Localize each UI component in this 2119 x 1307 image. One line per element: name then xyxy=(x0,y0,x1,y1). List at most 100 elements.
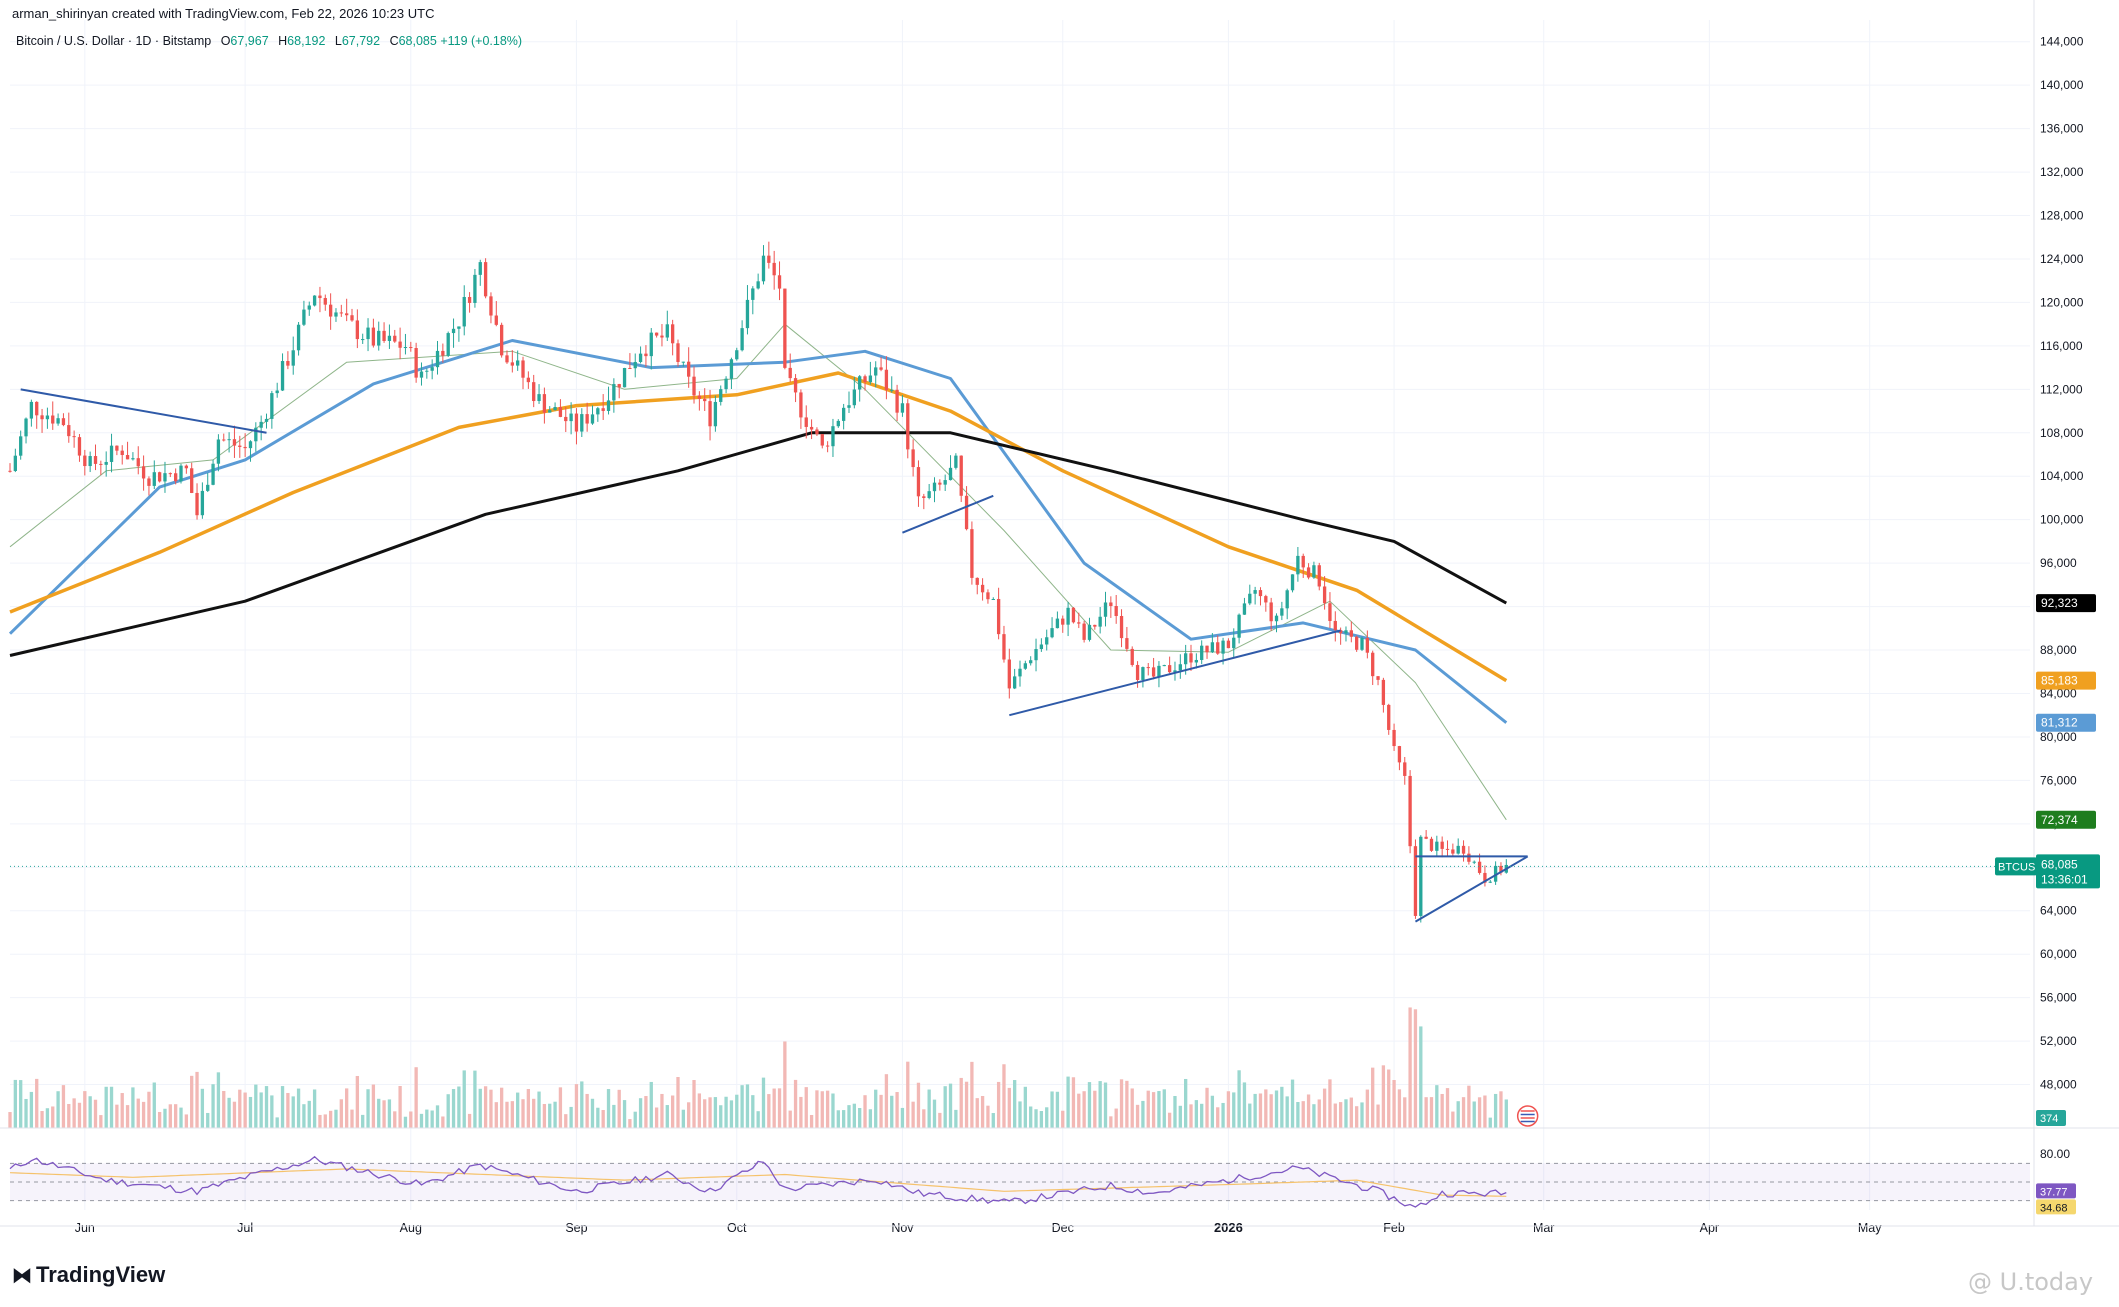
volume-bar xyxy=(1477,1097,1482,1128)
volume-bar xyxy=(200,1088,205,1128)
date-tick-label: 2026 xyxy=(1214,1220,1243,1235)
trendline xyxy=(20,388,267,434)
candle-body xyxy=(40,415,44,420)
volume-bar xyxy=(569,1106,573,1128)
candle-body xyxy=(377,330,381,346)
candle-body xyxy=(703,398,707,402)
candle-body xyxy=(1034,649,1038,661)
candle-body xyxy=(548,410,552,413)
price-tick-label: 64,000 xyxy=(2040,904,2077,918)
volume-bar xyxy=(88,1096,92,1128)
candle-body xyxy=(884,369,889,390)
candle-body xyxy=(874,367,878,376)
candle-body xyxy=(793,378,798,393)
volume-bar xyxy=(83,1091,87,1128)
candle-body xyxy=(1312,565,1316,578)
close-value: 68,085 xyxy=(398,34,437,48)
volume-bar xyxy=(745,1084,750,1128)
date-tick-label: May xyxy=(1858,1221,1882,1235)
price-tick-label: 104,000 xyxy=(2040,469,2084,483)
candle-body xyxy=(1242,603,1247,615)
volume-bar xyxy=(1424,1097,1428,1128)
price-tick-label: 80,000 xyxy=(2040,730,2077,744)
volume-bar xyxy=(1467,1085,1471,1128)
candle-body xyxy=(553,407,557,411)
volume-bar xyxy=(419,1113,424,1128)
candle-body xyxy=(19,436,23,456)
candle-body xyxy=(1472,861,1476,863)
volume-bar xyxy=(996,1081,1001,1128)
date-tick-label: Jul xyxy=(237,1221,253,1235)
candle-body xyxy=(825,445,830,447)
candle-body xyxy=(1333,620,1337,631)
volume-bar xyxy=(1077,1093,1081,1128)
volume-bar xyxy=(1392,1080,1396,1128)
volume-bar xyxy=(719,1105,723,1128)
candle-body xyxy=(1301,555,1305,568)
volume-bar xyxy=(1216,1107,1220,1128)
volume-bar xyxy=(692,1080,696,1128)
volume-bar xyxy=(93,1099,98,1128)
candle-body xyxy=(906,403,910,450)
volume-bar xyxy=(382,1100,386,1128)
candle-body xyxy=(1317,565,1321,587)
candle-body xyxy=(719,389,723,402)
candle-body xyxy=(580,414,584,432)
volume-bar xyxy=(1055,1091,1060,1128)
candle-body xyxy=(1392,729,1396,747)
date-tick-label: Mar xyxy=(1533,1221,1555,1235)
candle-body xyxy=(275,390,279,394)
volume-bar xyxy=(638,1098,643,1128)
candle-body xyxy=(200,490,205,516)
chart-credit: arman_shirinyan created with TradingView… xyxy=(12,6,435,21)
volume-bar xyxy=(350,1109,354,1128)
volume-bar xyxy=(29,1091,34,1128)
volume-bar xyxy=(852,1103,856,1128)
volume-bar xyxy=(1189,1104,1193,1128)
candle-body xyxy=(1103,602,1108,617)
candle-body xyxy=(478,262,482,275)
volume-bar xyxy=(1167,1112,1172,1128)
volume-bar xyxy=(451,1089,456,1128)
trendline xyxy=(1414,855,1529,923)
candle-body xyxy=(163,473,167,482)
volume-bar xyxy=(35,1078,39,1128)
volume-bar xyxy=(494,1102,498,1128)
volume-bar xyxy=(1114,1108,1118,1128)
candle-body xyxy=(761,255,766,282)
candle-body xyxy=(280,361,285,391)
candle-body xyxy=(350,315,354,321)
candle-body xyxy=(483,262,488,297)
candle-body xyxy=(1141,667,1145,680)
volume-bar xyxy=(895,1092,899,1128)
candle-body xyxy=(425,370,429,372)
candle-body xyxy=(1355,636,1359,650)
volume-bar xyxy=(580,1081,584,1128)
candle-body xyxy=(1232,637,1236,649)
price-tick-label: 116,000 xyxy=(2040,339,2083,353)
candle-body xyxy=(767,255,771,263)
candle-body xyxy=(938,482,942,485)
candle-body xyxy=(911,449,915,468)
candle-body xyxy=(120,450,124,456)
candle-body xyxy=(697,395,702,399)
volume-bar xyxy=(1333,1103,1337,1128)
volume-bar xyxy=(355,1075,360,1128)
us-flag-icon xyxy=(1516,1105,1539,1127)
candle-body xyxy=(980,584,985,593)
volume-bar xyxy=(1381,1065,1386,1128)
candle-body xyxy=(61,418,66,426)
volume-bar xyxy=(1061,1110,1065,1128)
volume-bar xyxy=(1301,1101,1305,1128)
countdown-text: 13:36:01 xyxy=(2041,872,2088,886)
candle-body xyxy=(56,418,60,424)
change-value: +119 (+0.18%) xyxy=(440,34,523,48)
volume-bar xyxy=(1125,1080,1129,1128)
rsi-ma-line xyxy=(9,1168,1507,1197)
candle-body xyxy=(687,361,691,377)
symbol-badge xyxy=(1995,857,2037,876)
tradingview-logo[interactable]: ⧓ TradingView xyxy=(12,1262,165,1288)
volume-bar xyxy=(601,1110,605,1128)
candle-body xyxy=(1408,775,1412,847)
